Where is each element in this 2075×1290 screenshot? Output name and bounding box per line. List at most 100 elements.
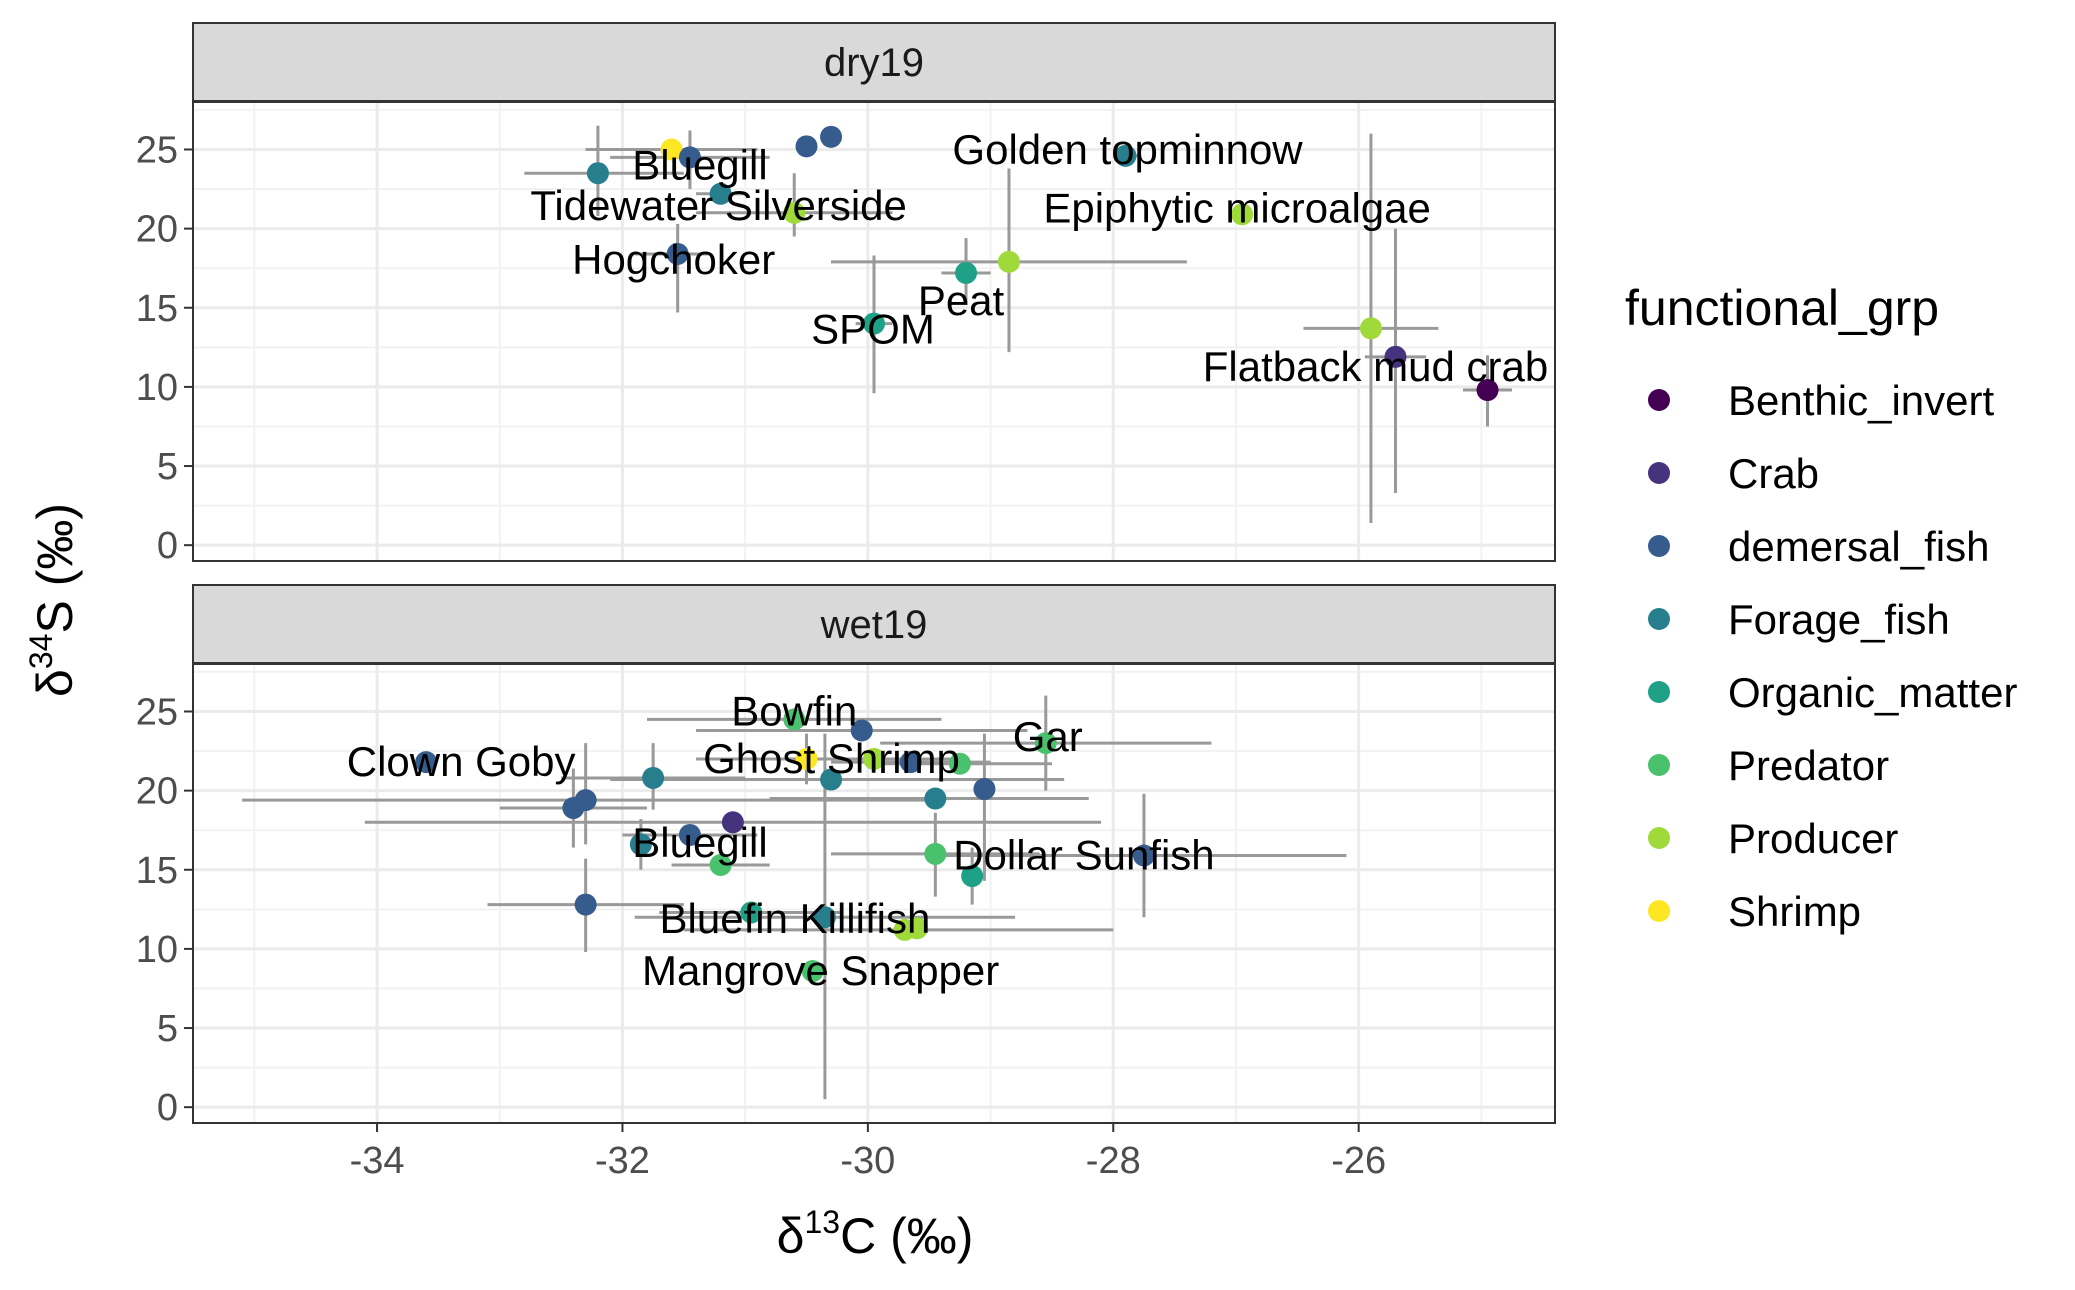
data-point bbox=[783, 201, 806, 224]
data-point bbox=[813, 906, 836, 929]
data-point bbox=[642, 766, 665, 789]
data-point bbox=[795, 747, 818, 770]
y-tick-label: 20 bbox=[136, 771, 178, 813]
x-tick-label: -34 bbox=[350, 1140, 405, 1182]
panel-wet19: wet19 0 5 10 15 20 25 Bowfin Gar Clown Goby Ghost … bbox=[136, 584, 1556, 1129]
y-axis-title: δ34S (‰) bbox=[23, 503, 83, 697]
data-point bbox=[666, 242, 689, 265]
legend-label: Producer bbox=[1728, 815, 1898, 862]
legend-item: Crab bbox=[1648, 450, 1819, 497]
data-point bbox=[1384, 345, 1407, 368]
data-point bbox=[850, 719, 873, 742]
data-point bbox=[973, 778, 996, 801]
data-point bbox=[678, 823, 701, 846]
legend-key bbox=[1648, 462, 1670, 484]
data-point bbox=[924, 787, 947, 810]
data-point bbox=[997, 250, 1020, 273]
y-tick-label: 0 bbox=[157, 1087, 178, 1129]
x-tick-label: -26 bbox=[1331, 1140, 1386, 1182]
legend-label: Forage_fish bbox=[1728, 596, 1950, 643]
point-label: Epiphytic microalgae bbox=[1043, 184, 1431, 231]
point-label: Bluegill bbox=[632, 141, 767, 188]
panel-background bbox=[193, 664, 1555, 1123]
data-point bbox=[905, 917, 928, 940]
x-tick-label: -30 bbox=[840, 1140, 895, 1182]
x-axis: -34 -32 -30 -28 -26 bbox=[350, 1123, 1386, 1182]
point-label: Dollar Sunfish bbox=[953, 832, 1214, 879]
y-tick-label: 25 bbox=[136, 691, 178, 733]
y-tick-label: 5 bbox=[157, 1008, 178, 1050]
data-point bbox=[721, 811, 744, 834]
y-tick-label: 25 bbox=[136, 129, 178, 171]
y-tick-label: 15 bbox=[136, 850, 178, 892]
grid bbox=[193, 664, 1555, 1123]
data-point bbox=[948, 752, 971, 775]
y-tick-label: 20 bbox=[136, 209, 178, 251]
legend-key bbox=[1648, 535, 1670, 557]
legend-label: Crab bbox=[1728, 450, 1819, 497]
legend-label: demersal_fish bbox=[1728, 523, 1989, 570]
data-point bbox=[1114, 144, 1137, 167]
legend-item: Predator bbox=[1648, 742, 1889, 789]
data-point bbox=[801, 960, 824, 983]
point-label: Bluegill bbox=[632, 819, 767, 866]
point-label: SPOM bbox=[811, 306, 935, 353]
legend-key bbox=[1648, 389, 1670, 411]
point-label: Peat bbox=[918, 277, 1005, 324]
point-label: Bowfin bbox=[731, 687, 857, 734]
legend-title: functional_grp bbox=[1625, 280, 1939, 336]
legend-items: Benthic_invert Crab demersal_fish Forage_fi… bbox=[1648, 377, 2017, 935]
panel-border bbox=[192, 663, 1556, 1124]
data-point bbox=[924, 842, 947, 865]
facet-strip-label: dry19 bbox=[824, 41, 924, 85]
data-point bbox=[863, 747, 885, 770]
data-point bbox=[678, 146, 701, 169]
legend-item: Shrimp bbox=[1648, 888, 1861, 935]
legend-item: demersal_fish bbox=[1648, 523, 1989, 570]
data-point bbox=[1359, 317, 1382, 340]
y-tick-label: 10 bbox=[136, 367, 178, 409]
panel-border bbox=[192, 101, 1556, 562]
point-label: Golden topminnow bbox=[952, 126, 1303, 173]
y-tick-label: 10 bbox=[136, 929, 178, 971]
data-point bbox=[955, 261, 978, 284]
legend-label: Benthic_invert bbox=[1728, 377, 1994, 424]
data-point bbox=[783, 708, 806, 731]
data-point bbox=[1034, 732, 1057, 755]
data-point bbox=[740, 901, 763, 924]
legend-key bbox=[1648, 900, 1670, 922]
data-layer: Bowfin Gar Clown Goby Ghost Shrimp Bluegill D… bbox=[242, 687, 1347, 1100]
data-point bbox=[820, 768, 843, 791]
legend-label: Predator bbox=[1728, 742, 1889, 789]
facet-strip bbox=[192, 584, 1556, 664]
data-point bbox=[795, 135, 818, 158]
data-point bbox=[709, 854, 732, 877]
facet-strip bbox=[192, 22, 1556, 102]
x-tick-label: -28 bbox=[1086, 1140, 1141, 1182]
data-point bbox=[586, 162, 609, 185]
legend-item: Producer bbox=[1648, 815, 1898, 862]
data-point bbox=[660, 138, 683, 161]
point-label: Flatback mud crab bbox=[1203, 343, 1548, 390]
data-point bbox=[1476, 379, 1499, 402]
data-point bbox=[709, 182, 732, 205]
y-tick-label: 5 bbox=[157, 446, 178, 488]
legend-key bbox=[1648, 754, 1670, 776]
legend-label: Shrimp bbox=[1728, 888, 1861, 935]
legend-key bbox=[1648, 827, 1670, 849]
point-label: Clown Goby bbox=[347, 738, 576, 785]
y-tick-label: 0 bbox=[157, 525, 178, 567]
point-label: Ghost Shrimp bbox=[703, 735, 960, 782]
data-point bbox=[961, 865, 984, 888]
facet-strip-label: wet19 bbox=[820, 603, 928, 647]
y-tick-label: 15 bbox=[136, 288, 178, 330]
legend-key bbox=[1648, 681, 1670, 703]
point-label: Gar bbox=[1013, 713, 1083, 760]
point-label: Tidewater Silverside bbox=[530, 182, 907, 229]
data-point bbox=[562, 797, 585, 820]
data-point bbox=[415, 751, 438, 774]
